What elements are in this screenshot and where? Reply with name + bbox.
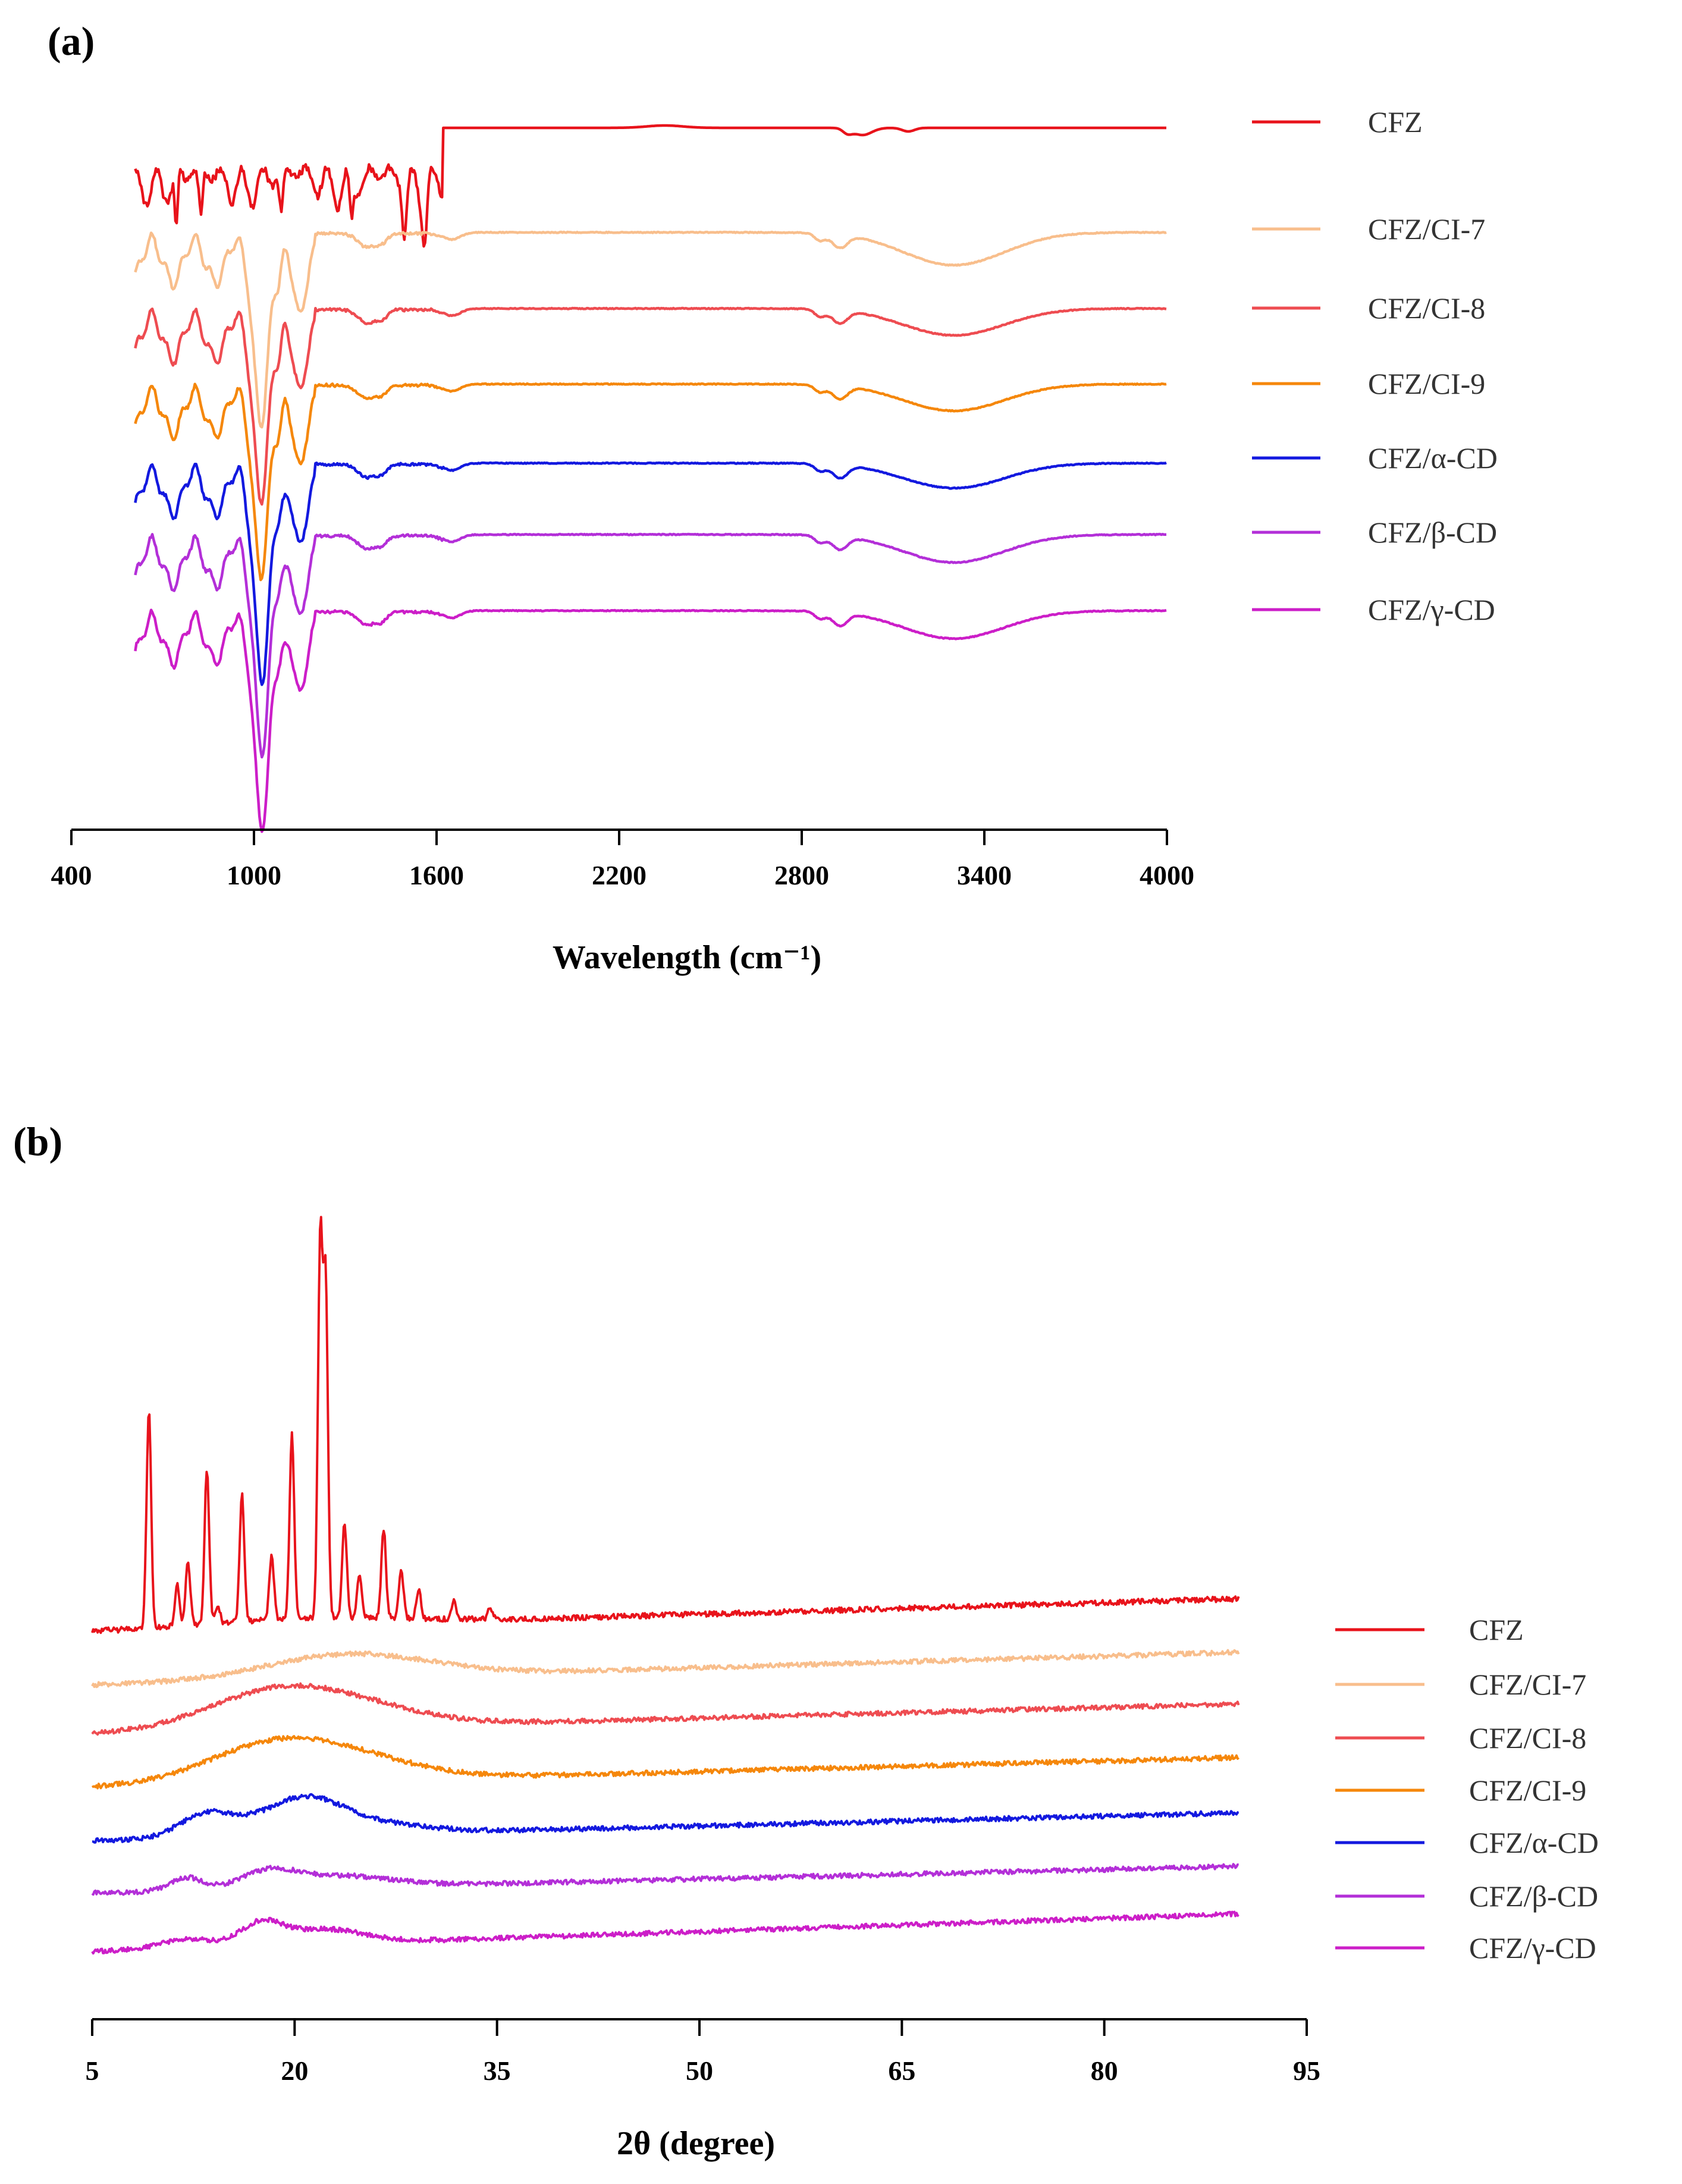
ftir-series-line — [134, 306, 1167, 506]
x-tick-label: 65 — [888, 2056, 915, 2086]
xrd-series-line — [91, 1735, 1239, 1790]
legend-label: CFZ/γ-CD — [1469, 1931, 1596, 1965]
x-tick-label: 95 — [1293, 2056, 1320, 2086]
panel-b-legend: CFZ CFZ/CI-7 CFZ/CI-8 CFZ/CI-9 CFZ/α-CD CFZ/β… — [1335, 1613, 1599, 1965]
panel-a-ftir: (a) 400 1000 1600 2200 2800 3400 4000 Waveleng… — [48, 18, 1498, 976]
ftir-series-line — [134, 608, 1167, 833]
panel-b-x-axis-title: 2θ (degree) — [617, 2125, 775, 2162]
x-tick-label: 3400 — [957, 860, 1012, 890]
x-tick-label: 1600 — [409, 860, 464, 890]
ftir-series-line — [134, 532, 1167, 759]
legend-label: CFZ/CI-7 — [1368, 212, 1485, 246]
panel-b-xrd: (b) 5 20 35 50 65 80 95 2θ (degree) CFZ CFZ/CI-… — [13, 1119, 1599, 2162]
x-tick-label: 35 — [484, 2056, 511, 2086]
panel-b-x-axis: 5 20 35 50 65 80 95 — [86, 2018, 1320, 2086]
x-tick-label: 2200 — [592, 860, 647, 890]
xrd-series-line — [91, 1649, 1240, 1689]
legend-label: CFZ/CI-8 — [1368, 291, 1485, 325]
panel-a-legend: CFZ CFZ/CI-7 CFZ/CI-8 CFZ/CI-9 CFZ/α-CD CFZ/β… — [1252, 105, 1498, 626]
xrd-series-line — [92, 1793, 1239, 1844]
panel-a-x-axis-title: Wavelength (cm⁻¹) — [553, 939, 821, 976]
x-tick-label: 50 — [686, 2056, 713, 2086]
x-tick-label: 20 — [281, 2056, 308, 2086]
panel-a-curves — [134, 124, 1167, 833]
panel-a-x-axis: 400 1000 1600 2200 2800 3400 4000 — [51, 829, 1194, 890]
panel-b-curves — [91, 1216, 1240, 1955]
legend-label: CFZ/α-CD — [1469, 1826, 1599, 1859]
x-tick-label: 400 — [51, 860, 92, 890]
x-tick-label: 4000 — [1140, 860, 1194, 890]
x-tick-label: 5 — [86, 2056, 99, 2086]
ftir-series-line — [134, 124, 1167, 248]
panel-b-label: (b) — [13, 1119, 62, 1164]
legend-label: CFZ/CI-9 — [1469, 1774, 1586, 1807]
ftir-series-line — [134, 382, 1167, 582]
xrd-series-line — [91, 1682, 1240, 1736]
legend-label: CFZ/γ-CD — [1368, 593, 1495, 626]
ftir-series-line — [134, 230, 1167, 429]
legend-label: CFZ/β-CD — [1469, 1879, 1598, 1913]
legend-label: CFZ/CI-9 — [1368, 367, 1485, 400]
legend-label: CFZ/CI-7 — [1469, 1668, 1586, 1701]
legend-label: CFZ/CI-8 — [1469, 1721, 1586, 1755]
x-tick-label: 1000 — [227, 860, 281, 890]
x-tick-label: 2800 — [774, 860, 829, 890]
xrd-series-line — [91, 1863, 1239, 1896]
legend-label: CFZ/α-CD — [1368, 441, 1498, 475]
ftir-series-line — [134, 461, 1167, 686]
legend-label: CFZ/β-CD — [1368, 516, 1497, 549]
x-tick-label: 80 — [1091, 2056, 1118, 2086]
legend-label: CFZ — [1469, 1613, 1524, 1646]
legend-label: CFZ — [1368, 105, 1423, 139]
xrd-series-line — [91, 1216, 1240, 1634]
xrd-series-line — [91, 1910, 1239, 1955]
panel-a-label: (a) — [48, 18, 95, 64]
